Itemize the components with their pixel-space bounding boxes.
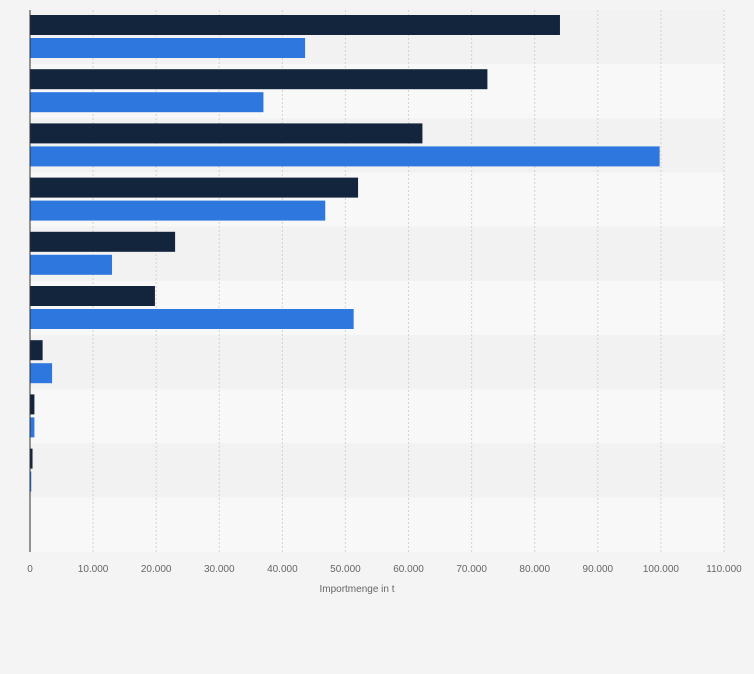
bar-series-2 (30, 417, 34, 437)
x-tick-label: 60.000 (393, 564, 424, 575)
x-tick-labels: 0 10.000 20.000 30.000 40.000 50.000 60.000 70.… (27, 564, 742, 575)
x-tick-label: 110.000 (706, 564, 742, 575)
category-band (30, 498, 724, 552)
x-tick-label: 100.000 (643, 564, 680, 575)
bar-series-2 (30, 363, 52, 383)
bar-series-1 (30, 15, 560, 35)
category-band (30, 335, 724, 389)
x-tick-label: 10.000 (78, 564, 109, 575)
bar-series-1 (30, 178, 358, 198)
bar-series-1 (30, 286, 155, 306)
category-bands (30, 10, 724, 552)
bar-series-2 (30, 309, 354, 329)
x-tick-label: 0 (27, 564, 33, 575)
x-tick-label: 40.000 (267, 564, 298, 575)
category-band (30, 444, 724, 498)
x-tick-label: 20.000 (141, 564, 172, 575)
bar-series-2 (30, 201, 325, 221)
bar-series-1 (30, 69, 487, 89)
bar-series-2 (30, 38, 305, 58)
bar-series-2 (30, 255, 112, 275)
bar-series-1 (30, 340, 43, 360)
bar-series-2 (30, 92, 263, 112)
bar-series-2 (30, 146, 660, 166)
x-tick-label: 30.000 (204, 564, 235, 575)
bar-series-1 (30, 232, 175, 252)
x-tick-label: 70.000 (456, 564, 487, 575)
bar-series-1 (30, 123, 422, 143)
bar-series-1 (30, 394, 34, 414)
x-tick-label: 80.000 (519, 564, 550, 575)
x-axis-title: Importmenge in t (319, 584, 394, 595)
x-tick-label: 90.000 (583, 564, 614, 575)
category-band (30, 389, 724, 443)
x-tick-label: 50.000 (330, 564, 361, 575)
